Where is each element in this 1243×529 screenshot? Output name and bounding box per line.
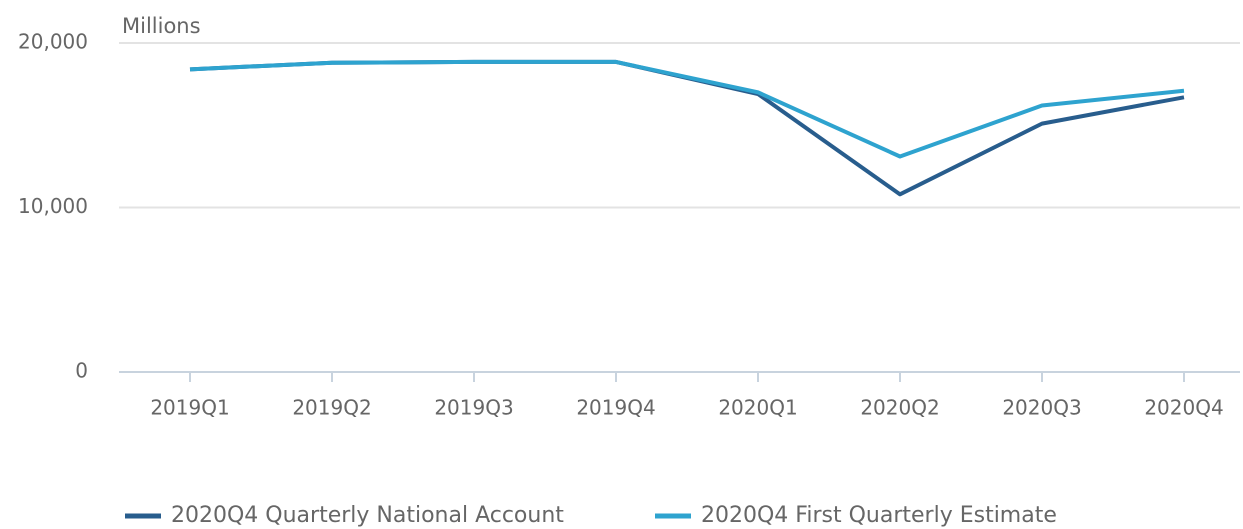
legend-label: 2020Q4 First Quarterly Estimate: [701, 503, 1057, 528]
x-tick-label: 2019Q1: [150, 396, 229, 420]
x-tick-label: 2020Q1: [718, 396, 797, 420]
y-tick-label: 20,000: [18, 30, 88, 54]
y-tick-label: 10,000: [18, 194, 88, 218]
data-line: [189, 59, 1185, 197]
x-tick-label: 2020Q4: [1144, 396, 1223, 420]
legend-label: 2020Q4 Quarterly National Account: [171, 503, 564, 528]
x-tick-label: 2019Q4: [576, 396, 655, 420]
x-tick-label: 2020Q2: [860, 396, 939, 420]
x-tick-label: 2019Q3: [434, 396, 513, 420]
y-tick-label: 0: [75, 359, 88, 383]
x-tick-label: 2020Q3: [1002, 396, 1081, 420]
x-tick-label: 2019Q2: [292, 396, 371, 420]
data-line: [189, 59, 1185, 159]
y-axis-label: Millions: [122, 14, 201, 38]
